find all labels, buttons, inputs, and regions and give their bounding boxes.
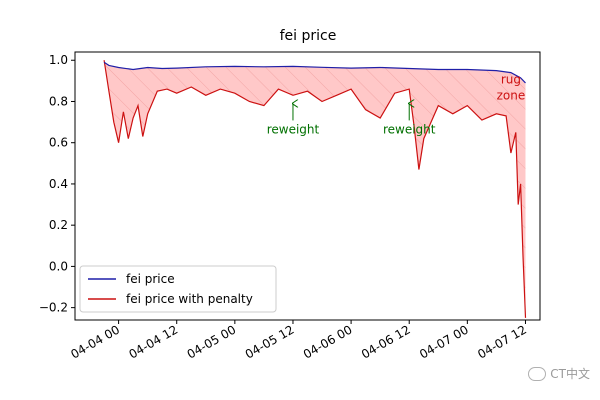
annotation-rug-zone: rug <box>501 72 521 86</box>
y-axis: 1.0 0.8 0.6 0.4 0.2 0.0 −0.2 <box>39 53 75 315</box>
annotation-reweight: reweight <box>267 122 320 136</box>
annotation-rug-zone: zone <box>497 88 526 102</box>
y-tick-label: 0.8 <box>49 94 68 108</box>
x-axis: 04-04 00 04-04 12 04-05 00 04-05 12 04-06 00… <box>68 320 529 362</box>
series-line-fei-price-with-penalty <box>103 60 527 318</box>
x-tick-label: 04-05 12 <box>243 322 297 361</box>
x-tick-label: 04-06 00 <box>301 322 355 361</box>
y-tick-label: 0.6 <box>49 136 68 150</box>
legend-box <box>79 265 277 313</box>
x-tick-label: 04-07 12 <box>475 322 529 361</box>
annotation-reweight: reweight <box>383 122 436 136</box>
series-line-fei-price <box>103 61 526 84</box>
y-tick-label: 0.2 <box>49 218 68 232</box>
chart-title: fei price <box>280 28 337 44</box>
y-tick-label: 0.0 <box>49 259 68 273</box>
legend-label-fei-price: fei price <box>126 272 175 286</box>
y-tick-label: −0.2 <box>39 301 68 315</box>
y-tick-label: 0.4 <box>49 177 68 191</box>
x-tick-label: 04-06 12 <box>359 322 413 361</box>
x-tick-label: 04-04 00 <box>68 322 122 361</box>
y-tick-label: 1.0 <box>49 53 68 67</box>
x-tick-label: 04-05 00 <box>185 322 239 361</box>
x-tick-label: 04-04 12 <box>126 322 180 361</box>
x-tick-label: 04-07 00 <box>417 322 471 361</box>
watermark-text: CT中文 <box>550 367 590 381</box>
plot-frame <box>74 51 541 321</box>
wechat-icon <box>528 366 547 381</box>
annotations: reweight reweight rug zone <box>267 72 526 136</box>
watermark: CT中文 <box>528 365 590 382</box>
penalty-fill-area <box>104 60 526 318</box>
plot-area <box>103 60 527 318</box>
legend: fei price fei price with penalty <box>79 265 277 313</box>
legend-label-fei-price-with-penalty: fei price with penalty <box>126 292 253 306</box>
